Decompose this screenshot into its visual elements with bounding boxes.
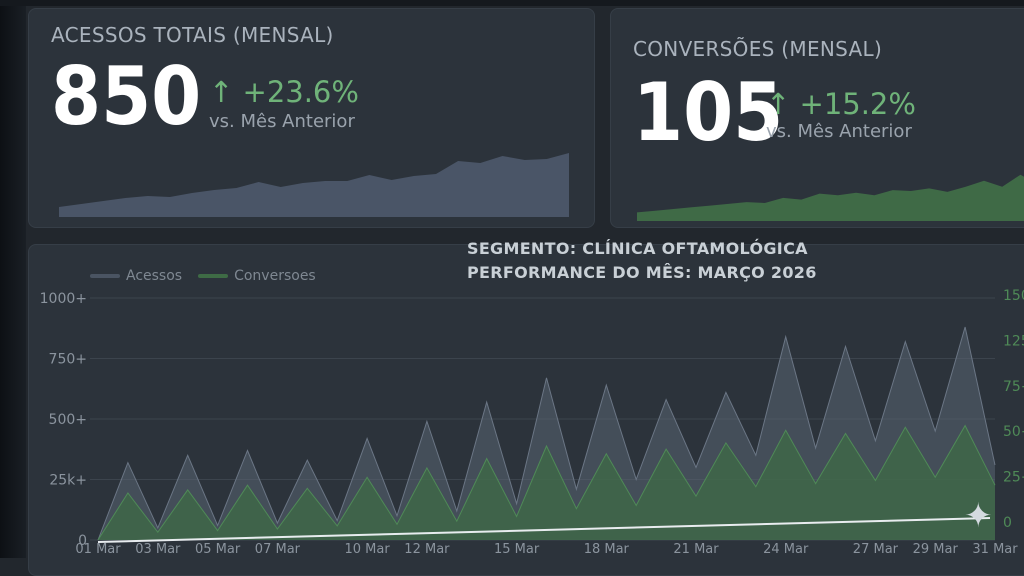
x-tick: 01 Mar [75, 542, 121, 557]
y-tick-right: 0 [1003, 515, 1012, 531]
kpi-subtext: vs. Mês Anterior [209, 111, 355, 132]
main-area-chart: 0 25k+ 500+ 750+ 1000+ 0 25+ 50+ 75+ 125 150 01 Mar… [40, 288, 1024, 557]
kpi-change: ↑ +23.6% [209, 75, 359, 109]
x-tick: 21 Mar [673, 542, 719, 557]
kpi-title: ACESSOS TOTAIS (MENSAL) [51, 23, 334, 47]
kpi-sparkline [637, 174, 1024, 221]
sparkline-area [637, 174, 1024, 221]
chart-title-line: SEGMENTO: CLÍNICA OFTAMOLÓGICA [467, 239, 808, 258]
x-tick: 05 Mar [195, 542, 241, 557]
kpi-subtext: vs. Mês Anterior [766, 121, 912, 142]
kpi-change: ↑ +15.2% [766, 87, 916, 121]
kpi-sparkline [59, 153, 569, 217]
x-tick: 29 Mar [913, 542, 959, 557]
monitor-bezel [0, 0, 26, 558]
y-tick-left: 750+ [49, 352, 87, 368]
x-tick: 07 Mar [255, 542, 301, 557]
y-tick-left: 500+ [49, 412, 87, 428]
legend-label: Conversoes [234, 268, 316, 284]
kpi-value: 105 [633, 66, 784, 159]
sparkle-icon: ✦ [964, 496, 993, 536]
sparkline-area [59, 153, 569, 217]
chart-subtitle-line: PERFORMANCE DO MÊS: MARÇO 2026 [467, 263, 817, 282]
legend-label: Acessos [126, 268, 183, 284]
y-tick-right: 150 [1003, 288, 1024, 304]
y-tick-right: 50+ [1003, 424, 1024, 440]
chart-title: SEGMENTO: CLÍNICA OFTAMOLÓGICA PERFORMAN… [467, 237, 817, 285]
legend-swatch-conversoes [198, 274, 229, 278]
x-tick: 03 Mar [135, 542, 181, 557]
x-tick: 31 Mar [972, 542, 1018, 557]
x-tick: 12 Mar [404, 542, 450, 557]
kpi-card-acessos: ACESSOS TOTAIS (MENSAL) 850 ↑ +23.6% vs.… [28, 8, 595, 228]
legend-item-conversoes: Conversoes [198, 268, 316, 284]
y-tick-left: 0 [78, 533, 87, 549]
kpi-card-conversoes: CONVERSÕES (MENSAL) 105 ↑ +15.2% vs. Mês… [610, 8, 1024, 228]
y-tick-right: 125 [1003, 333, 1024, 349]
y-tick-right: 75+ [1003, 379, 1024, 395]
chart-legend: Acessos Conversoes [90, 268, 316, 284]
series-area-conversoes [98, 425, 995, 540]
x-tick: 18 Mar [584, 542, 630, 557]
legend-item-acessos: Acessos [90, 268, 182, 284]
series-line-acessos [97, 326, 996, 541]
kpi-value: 850 [51, 50, 202, 143]
x-tick: 10 Mar [344, 542, 390, 557]
x-tick: 24 Mar [763, 542, 809, 557]
y-tick-left: 1000+ [40, 291, 87, 307]
y-tick-left: 25k+ [49, 473, 87, 489]
x-tick: 27 Mar [853, 542, 899, 557]
trend-line [97, 517, 991, 543]
legend-swatch-acessos [90, 274, 120, 278]
x-tick: 15 Mar [494, 542, 540, 557]
series-line-conversoes [97, 424, 996, 541]
monitor-bezel-top [0, 0, 1024, 6]
kpi-title: CONVERSÕES (MENSAL) [633, 37, 883, 61]
y-tick-right: 25+ [1003, 470, 1024, 486]
